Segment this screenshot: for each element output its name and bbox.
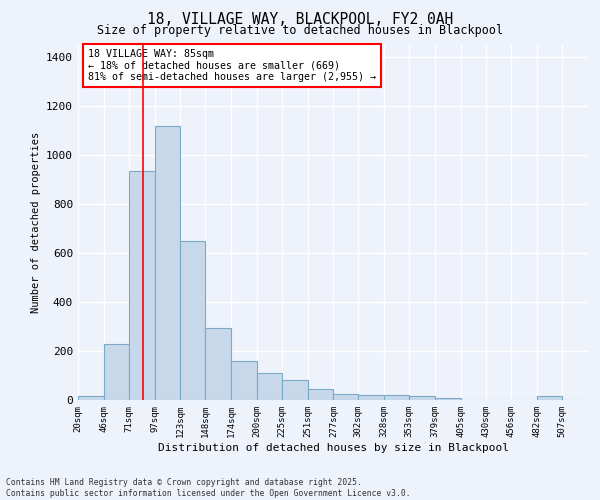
Bar [155, 126, 181, 400]
Bar [537, 396, 562, 400]
Bar [384, 395, 409, 400]
Bar [78, 396, 104, 400]
Y-axis label: Number of detached properties: Number of detached properties [31, 132, 41, 313]
Bar [308, 389, 334, 400]
Bar [129, 171, 155, 400]
Text: 18 VILLAGE WAY: 85sqm
← 18% of detached houses are smaller (669)
81% of semi-det: 18 VILLAGE WAY: 85sqm ← 18% of detached … [88, 48, 376, 82]
Bar [435, 398, 461, 400]
Bar [257, 373, 282, 400]
Text: 18, VILLAGE WAY, BLACKPOOL, FY2 0AH: 18, VILLAGE WAY, BLACKPOOL, FY2 0AH [147, 12, 453, 28]
Text: Contains HM Land Registry data © Crown copyright and database right 2025.
Contai: Contains HM Land Registry data © Crown c… [6, 478, 410, 498]
Bar [181, 241, 205, 400]
Bar [231, 361, 257, 400]
Bar [358, 395, 384, 400]
X-axis label: Distribution of detached houses by size in Blackpool: Distribution of detached houses by size … [157, 442, 509, 452]
Bar [205, 328, 231, 400]
Bar [409, 396, 435, 400]
Text: Size of property relative to detached houses in Blackpool: Size of property relative to detached ho… [97, 24, 503, 37]
Bar [282, 380, 308, 400]
Bar [334, 394, 358, 400]
Bar [104, 344, 129, 400]
